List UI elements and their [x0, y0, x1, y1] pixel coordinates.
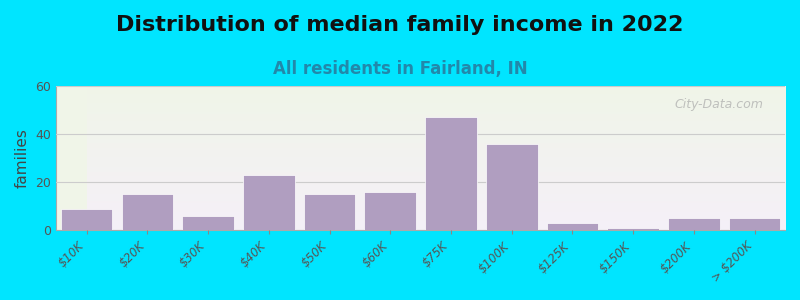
Bar	[729, 218, 781, 230]
Bar	[546, 223, 598, 230]
Bar	[243, 175, 294, 230]
Bar	[122, 194, 173, 230]
Bar	[486, 144, 538, 230]
Bar	[668, 218, 720, 230]
Text: Distribution of median family income in 2022: Distribution of median family income in …	[116, 15, 684, 35]
Bar	[61, 209, 113, 230]
Bar	[426, 117, 477, 230]
Text: City-Data.com: City-Data.com	[674, 98, 763, 111]
Text: All residents in Fairland, IN: All residents in Fairland, IN	[273, 60, 527, 78]
Bar	[182, 216, 234, 230]
Bar	[365, 192, 416, 230]
Bar	[607, 228, 659, 230]
Bar	[304, 194, 355, 230]
Y-axis label: families: families	[15, 128, 30, 188]
